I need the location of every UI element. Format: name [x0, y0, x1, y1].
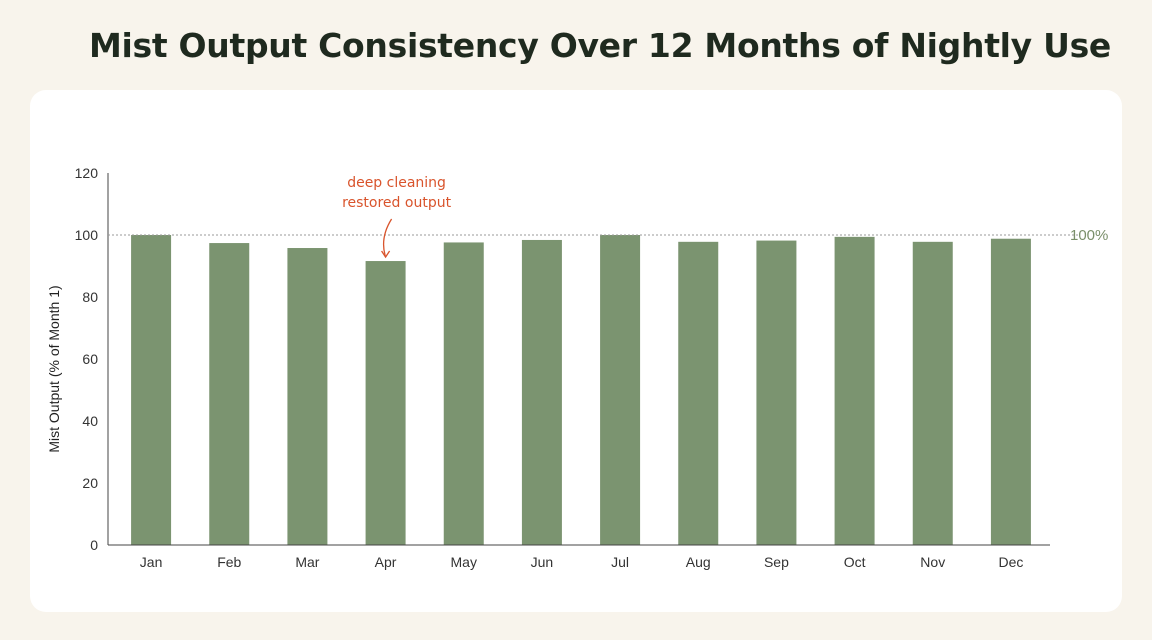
- y-tick-label: 20: [82, 475, 98, 491]
- bar-may: [443, 242, 484, 545]
- annotation: deep cleaning restored output: [342, 175, 452, 259]
- bar-sep: [756, 240, 797, 545]
- y-axis-label: Mist Output (% of Month 1): [46, 285, 62, 452]
- y-axis-ticks: 0 20 40 60 80 100 120: [75, 165, 99, 553]
- annotation-line-1: deep cleaning: [347, 175, 446, 191]
- y-tick-label: 40: [82, 413, 98, 429]
- bar-feb: [209, 243, 250, 545]
- x-tick-label: Nov: [920, 554, 945, 570]
- chart-title: Mist Output Consistency Over 12 Months o…: [88, 26, 1112, 65]
- bar-aug: [678, 241, 719, 545]
- bar-jul: [600, 235, 641, 545]
- x-tick-label: Aug: [686, 554, 711, 570]
- reference-line-label: 100%: [1070, 227, 1108, 244]
- x-tick-label: Apr: [375, 554, 397, 570]
- x-tick-label: May: [451, 554, 477, 570]
- bar-oct: [834, 236, 875, 546]
- y-tick-label: 0: [90, 537, 98, 553]
- x-tick-label: Jan: [140, 554, 163, 570]
- x-tick-label: Jul: [611, 554, 629, 570]
- bar-jun: [521, 239, 562, 545]
- bars: [131, 235, 1031, 546]
- y-tick-label: 100: [75, 227, 99, 243]
- annotation-arrow: [382, 218, 393, 258]
- y-tick-label: 60: [82, 351, 98, 367]
- x-tick-label: Jun: [531, 554, 554, 570]
- x-tick-label: Feb: [217, 554, 241, 570]
- x-tick-label: Oct: [844, 554, 866, 570]
- bar-nov: [912, 241, 953, 545]
- x-tick-label: Sep: [764, 554, 789, 570]
- y-tick-label: 80: [82, 289, 98, 305]
- bar-mar: [287, 248, 328, 545]
- y-tick-label: 120: [75, 165, 99, 181]
- annotation-arrowhead: [381, 250, 391, 259]
- annotation-line-2: restored output: [342, 195, 451, 211]
- x-axis-ticks: Jan Feb Mar Apr May Jun Jul Aug Sep Oct Nov Dec: [140, 554, 1024, 570]
- bar-jan: [131, 235, 172, 545]
- bar-apr: [365, 261, 406, 545]
- x-tick-label: Dec: [998, 554, 1023, 570]
- bar-dec: [990, 238, 1031, 545]
- x-tick-label: Mar: [295, 554, 319, 570]
